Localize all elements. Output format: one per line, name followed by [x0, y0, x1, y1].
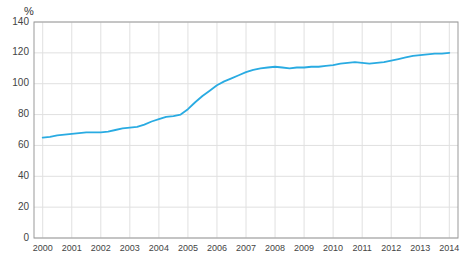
- x-tick-label: 2006: [207, 243, 227, 253]
- x-tick-label: 2012: [381, 243, 401, 253]
- x-tick-label: 2010: [323, 243, 343, 253]
- x-tick-label: 2013: [410, 243, 430, 253]
- x-tick-label: 2007: [236, 243, 256, 253]
- x-grid-line: [275, 22, 276, 238]
- y-tick-label: 100: [12, 77, 29, 88]
- x-grid-line: [362, 22, 363, 238]
- series-group: [43, 53, 450, 138]
- x-grid-line: [391, 22, 392, 238]
- x-grid-line: [449, 22, 450, 238]
- y-tick-label: 40: [18, 170, 30, 181]
- x-tick-label: 2001: [62, 243, 82, 253]
- x-tick-label: 2008: [265, 243, 285, 253]
- y-tick-label: 80: [18, 108, 30, 119]
- x-grid-line: [71, 22, 72, 238]
- tick-labels: 0 20 40 60 80 100 120 140 2000 2001 2002 2003 2004 20…: [12, 16, 459, 253]
- y-tick-label: 0: [23, 232, 29, 243]
- x-tick-label: 2004: [149, 243, 169, 253]
- x-tick-label: 2014: [439, 243, 459, 253]
- plot-area: [34, 22, 458, 238]
- x-grid-line: [100, 22, 101, 238]
- data-line: [43, 53, 450, 138]
- chart: 0 20 40 60 80 100 120 140 2000 2001 2002 2003 2004 20…: [0, 0, 470, 260]
- plot-frame: [34, 22, 458, 238]
- x-tick-label: 2009: [294, 243, 314, 253]
- y-tick-label: 140: [12, 16, 29, 27]
- x-tick-label: 2002: [91, 243, 111, 253]
- y-axis-label: %: [24, 5, 34, 17]
- x-grid-line: [158, 22, 159, 238]
- x-tick-label: 2003: [120, 243, 140, 253]
- x-tick-label: 2005: [178, 243, 198, 253]
- x-grid-line: [129, 22, 130, 238]
- x-grid-line: [187, 22, 188, 238]
- x-grid-line: [246, 22, 247, 238]
- y-tick-label: 60: [18, 139, 30, 150]
- x-tick-label: 2000: [33, 243, 53, 253]
- x-grid-line: [304, 22, 305, 238]
- x-grid-line: [42, 22, 43, 238]
- x-grid-line: [216, 22, 217, 238]
- y-tick-label: 120: [12, 46, 29, 57]
- grid: [34, 22, 458, 238]
- y-tick-label: 20: [18, 201, 30, 212]
- x-tick-label: 2011: [352, 243, 371, 253]
- x-grid-line: [333, 22, 334, 238]
